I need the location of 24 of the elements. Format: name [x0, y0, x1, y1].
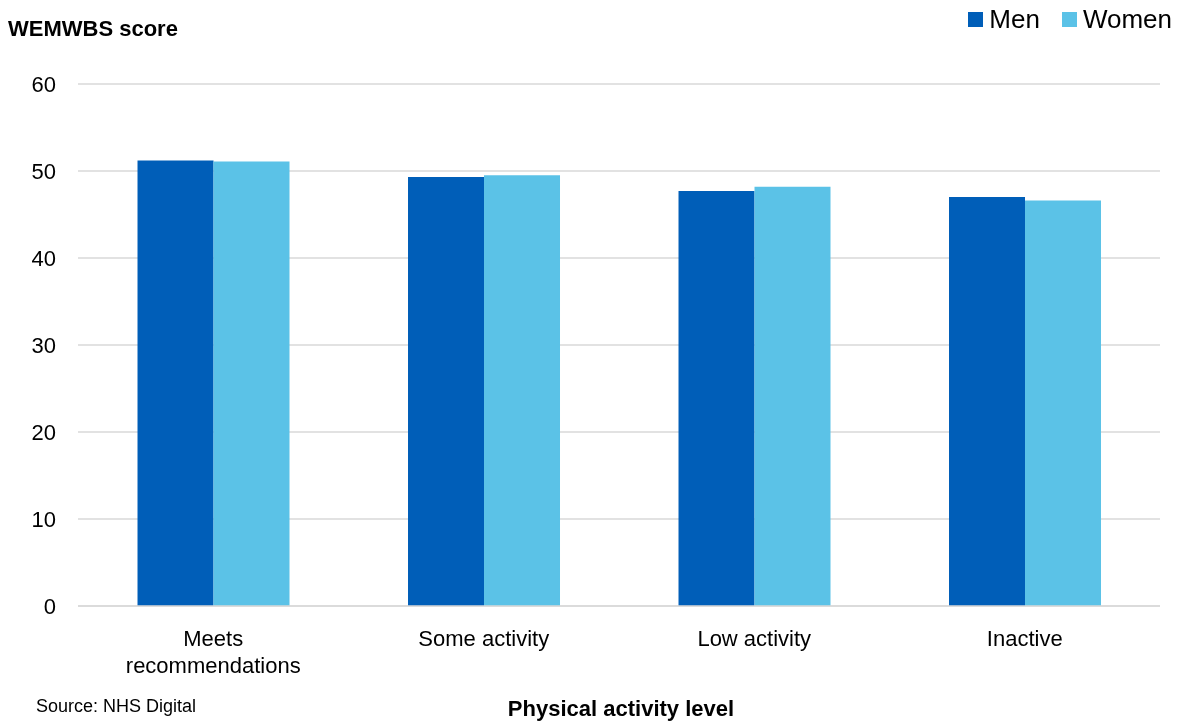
- x-tick-label: Some activity: [418, 626, 550, 651]
- bar: [949, 197, 1026, 606]
- bar: [1025, 200, 1102, 606]
- bar: [408, 177, 485, 606]
- bar: [484, 175, 561, 606]
- bar: [678, 191, 755, 606]
- y-tick-label: 10: [31, 506, 56, 532]
- y-axis-title: WEMWBS score: [8, 16, 178, 42]
- source-note: Source: NHS Digital: [36, 696, 197, 717]
- x-axis-title: Physical activity level: [507, 696, 735, 721]
- y-tick-label: 60: [31, 71, 56, 97]
- y-tick-label: 0: [43, 593, 56, 619]
- x-tick-label: Inactive: [986, 626, 1063, 651]
- y-tick-label: 40: [31, 245, 56, 271]
- x-tick-label: Low activity: [697, 626, 812, 651]
- legend-label: Men: [988, 4, 1040, 35]
- y-tick-label: 30: [31, 332, 56, 358]
- y-tick-label: 50: [31, 158, 56, 184]
- legend-label: Women: [1081, 4, 1172, 35]
- x-tick-label: Meets recommendations: [125, 626, 301, 678]
- bar: [213, 161, 290, 606]
- y-tick-label: 20: [31, 419, 56, 445]
- bar: [754, 186, 831, 606]
- bar: [137, 160, 214, 606]
